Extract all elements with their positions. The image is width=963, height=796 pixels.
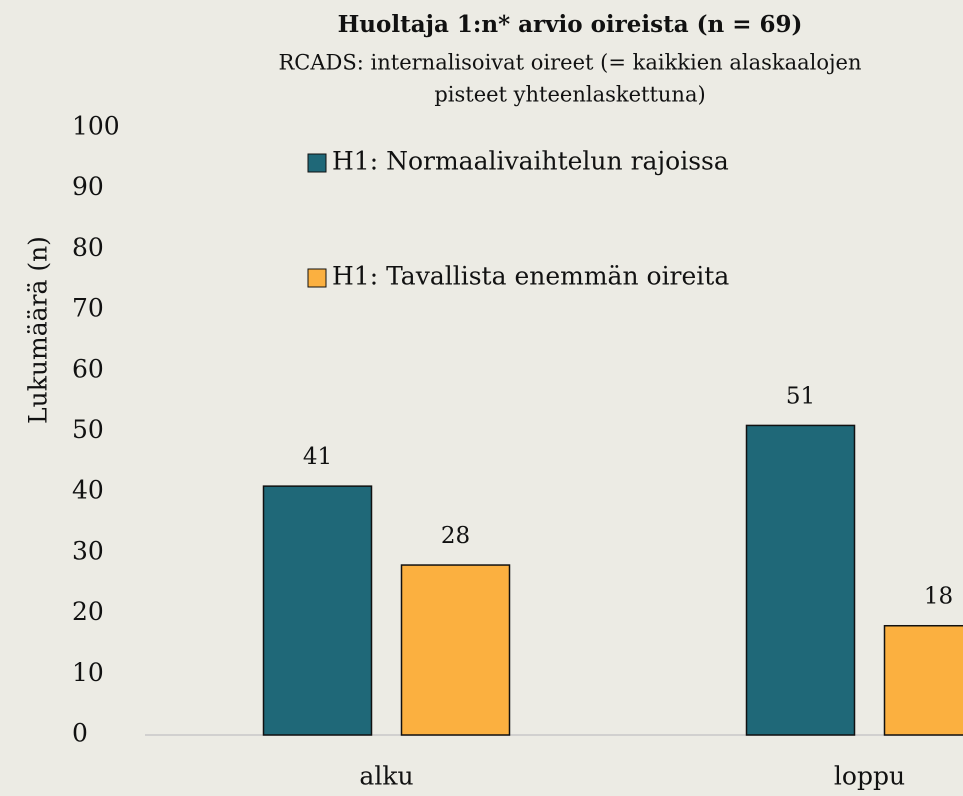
value-label: 18 [924, 584, 953, 610]
legend-label: H1: Tavallista enemmän oireita [332, 262, 729, 291]
y-tick-label: 50 [72, 415, 104, 444]
y-tick-label: 80 [72, 233, 104, 262]
bar [262, 485, 373, 736]
y-tick-label: 70 [72, 294, 104, 323]
y-tick-label: 90 [72, 172, 104, 201]
legend-swatch [307, 268, 327, 288]
y-tick-label: 0 [72, 719, 88, 748]
x-tick-label: loppu [834, 762, 905, 791]
chart-title: Huoltaja 1:n* arvio oireista (n = 69) [338, 11, 803, 38]
y-tick-label: 20 [72, 597, 104, 626]
legend-label: H1: Normaalivaihtelun rajoissa [332, 147, 729, 176]
chart-subtitle: pisteet yhteenlaskettuna) [434, 83, 705, 107]
value-label: 51 [786, 383, 815, 409]
value-label: 28 [441, 523, 470, 549]
y-tick-label: 40 [72, 476, 104, 505]
bar [745, 424, 856, 736]
value-label: 41 [303, 444, 332, 470]
y-axis-label: Lukumäärä (n) [24, 236, 53, 424]
bar [400, 564, 511, 736]
y-tick-label: 10 [72, 658, 104, 687]
y-tick-label: 60 [72, 354, 104, 383]
y-tick-label: 30 [72, 536, 104, 565]
x-tick-label: alku [359, 762, 413, 791]
bar [883, 624, 963, 736]
chart-subtitle: RCADS: internalisoivat oireet (= kaikkie… [279, 51, 862, 75]
legend-swatch [307, 153, 327, 173]
y-tick-label: 100 [72, 112, 120, 141]
